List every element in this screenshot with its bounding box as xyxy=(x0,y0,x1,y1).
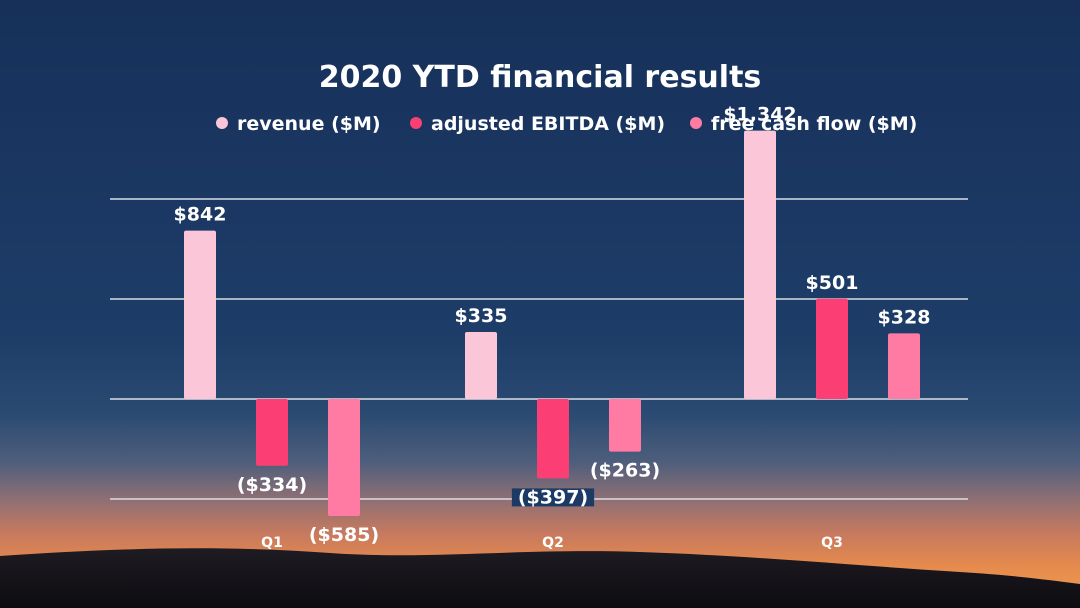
data-labels: $842 ($334) ($585) $335 ($397)($263) $1,342 $5… xyxy=(174,104,931,546)
category-label-Q1: Q1 xyxy=(261,535,283,551)
legend-label-2: free cash flow ($M) xyxy=(711,113,917,135)
category-label-Q3: Q3 xyxy=(821,535,843,551)
bars xyxy=(184,130,920,516)
legend-marker-2 xyxy=(690,117,702,129)
data-label-Q2-2: ($263) xyxy=(590,460,660,482)
data-label-Q2-1: ($397) xyxy=(518,486,588,508)
data-label-Q3-2: $328 xyxy=(878,306,931,328)
bar-Q3-1 xyxy=(816,298,848,399)
hill-silhouette xyxy=(0,548,1080,608)
bar-Q2-0 xyxy=(465,332,497,399)
category-label-Q2: Q2 xyxy=(542,535,564,551)
bar-Q3-2 xyxy=(888,333,920,399)
bar-Q1-1 xyxy=(256,399,288,466)
legend-marker-0 xyxy=(216,117,228,129)
legend-label-0: revenue ($M) xyxy=(237,113,381,135)
bar-Q3-0 xyxy=(744,130,776,399)
data-label-Q2-0: $335 xyxy=(455,305,508,327)
legend-marker-1 xyxy=(410,117,422,129)
chart-title: 2020 YTD financial results xyxy=(319,60,762,95)
bar-Q2-2 xyxy=(609,399,641,452)
data-label-Q3-0: $1,342 xyxy=(723,104,796,126)
bar-Q1-0 xyxy=(184,230,216,399)
data-label-Q1-1: ($334) xyxy=(237,474,307,496)
bar-Q1-2 xyxy=(328,399,360,516)
category-labels: Q1 Q2 Q3 xyxy=(261,535,843,551)
legend-label-1: adjusted EBITDA ($M) xyxy=(431,113,665,135)
legend: revenue ($M) adjusted EBITDA ($M) free cas… xyxy=(216,113,917,135)
label-knockout xyxy=(511,488,595,507)
data-label-Q1-2: ($585) xyxy=(309,524,379,546)
data-label-Q3-1: $501 xyxy=(806,272,859,294)
bar-Q2-1 xyxy=(537,399,569,479)
data-label-Q1-0: $842 xyxy=(174,204,227,226)
